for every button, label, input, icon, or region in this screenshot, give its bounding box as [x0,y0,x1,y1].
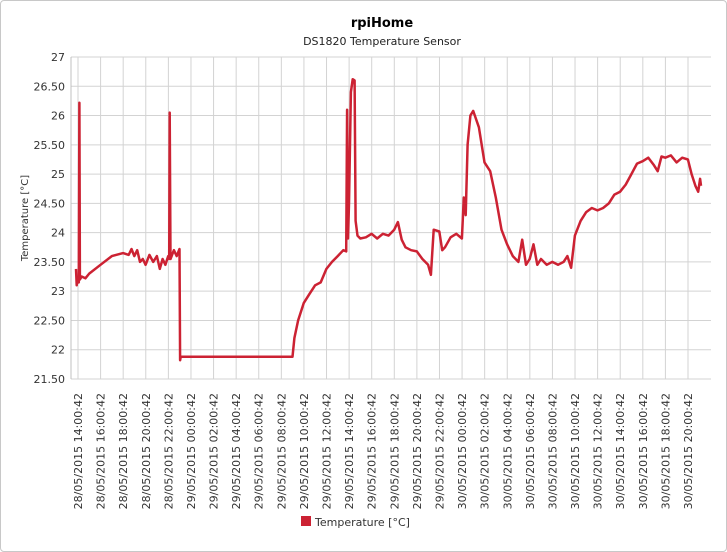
y-tick-label: 21.50 [34,373,66,386]
x-tick-label: 29/05/2015 04:00:42 [230,393,243,509]
x-tick-label: 30/05/2015 08:00:42 [546,393,559,509]
x-tick-label: 28/05/2015 14:00:42 [72,393,85,509]
y-tick-label: 22.50 [34,314,66,327]
chart-subtitle: DS1820 Temperature Sensor [303,35,461,48]
x-tick-label: 30/05/2015 12:00:42 [592,393,605,509]
x-tick-label: 30/05/2015 02:00:42 [479,393,492,509]
y-tick-label: 24 [51,227,65,240]
x-tick-label: 29/05/2015 08:00:42 [275,393,288,509]
series-layer [74,77,703,362]
x-tick-label: 29/05/2015 12:00:42 [321,393,334,509]
x-tick-label: 28/05/2015 16:00:42 [95,393,108,509]
y-axis-ticks: 21.50 22 22.50 23 23.50 24 24.50 25 25.50 26 26.50… [34,51,66,386]
y-tick-label: 22 [51,344,65,357]
x-tick-label: 30/05/2015 10:00:42 [569,393,582,509]
y-tick-label: 27 [51,51,65,64]
x-tick-label: 30/05/2015 14:00:42 [614,393,627,509]
y-tick-label: 23 [51,285,65,298]
x-tick-label: 29/05/2015 18:00:42 [388,393,401,509]
legend[interactable]: Temperature [°C] [301,516,410,529]
y-tick-label: 25 [51,168,65,181]
chart-title: rpiHome [351,16,414,31]
x-tick-label: 28/05/2015 22:00:42 [162,393,175,509]
y-tick-label: 26.50 [34,80,66,93]
legend-swatch [301,516,311,526]
x-tick-label: 29/05/2015 02:00:42 [208,393,221,509]
x-tick-label: 30/05/2015 16:00:42 [637,393,650,509]
x-tick-label: 28/05/2015 18:00:42 [117,393,130,509]
y-tick-label: 25.50 [34,139,66,152]
x-tick-label: 30/05/2015 06:00:42 [524,393,537,509]
x-tick-label: 29/05/2015 16:00:42 [366,393,379,509]
x-tick-label: 29/05/2015 00:00:42 [185,393,198,509]
y-tick-label: 26 [51,110,65,123]
y-tick-label: 23.50 [34,256,66,269]
legend-label: Temperature [°C] [314,516,410,529]
x-tick-label: 30/05/2015 04:00:42 [501,393,514,509]
x-tick-label: 30/05/2015 20:00:42 [682,393,695,509]
x-tick-label: 29/05/2015 14:00:42 [343,393,356,509]
series-line[interactable] [74,77,703,362]
x-tick-label: 30/05/2015 00:00:42 [456,393,469,509]
x-tick-label: 29/05/2015 06:00:42 [253,393,266,509]
x-axis-ticks: 28/05/2015 14:00:42 28/05/2015 16:00:42 28… [72,393,695,509]
y-tick-label: 24.50 [34,197,66,210]
x-tick-label: 29/05/2015 20:00:42 [411,393,424,509]
x-tick-label: 29/05/2015 22:00:42 [433,393,446,509]
x-tick-label: 29/05/2015 10:00:42 [298,393,311,509]
x-tick-label: 30/05/2015 18:00:42 [659,393,672,509]
x-tick-label: 28/05/2015 20:00:42 [140,393,153,509]
grid-layer [70,56,711,380]
y-axis-label: Temperature [°C] [20,175,31,262]
